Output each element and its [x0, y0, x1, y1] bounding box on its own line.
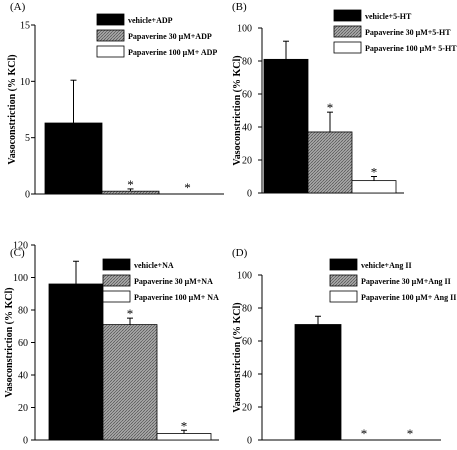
panel-label: (C)	[10, 247, 25, 259]
y-tick-label: 40	[242, 370, 252, 381]
legend-label: Papaverine 100 μM+ ADP	[128, 48, 217, 57]
legend-label: Papaverine 30 μM+Ang II	[361, 277, 451, 286]
y-tick-label: 0	[247, 189, 252, 200]
bar-hatch	[102, 324, 158, 441]
legend-label: vehicle+NA	[134, 261, 174, 270]
significance-star: *	[371, 165, 378, 180]
legend-label: Papaverine 100 μM+ NA	[134, 293, 219, 302]
significance-star: *	[127, 177, 134, 192]
y-tick-label: 5	[25, 133, 30, 144]
legend-swatch-hatch	[333, 25, 362, 38]
y-tick-label: 80	[242, 304, 252, 315]
legend-label: vehicle+5-HT	[365, 12, 412, 21]
legend-label: Papaverine 100 μM+ Ang II	[361, 293, 456, 302]
panel-label: (B)	[232, 1, 247, 13]
y-tick-label: 15	[20, 21, 30, 32]
y-tick-label: 100	[13, 273, 28, 284]
y-tick-label: 100	[237, 24, 252, 35]
significance-star: *	[181, 418, 188, 433]
y-axis-title: Vasoconstriction (% KCl)	[4, 287, 15, 397]
legend-swatch-hatch	[102, 274, 131, 287]
y-tick-label: 80	[18, 306, 28, 317]
bar-hatch	[307, 131, 353, 194]
significance-star: *	[127, 306, 134, 321]
legend-label: vehicle+Ang II	[361, 261, 412, 270]
y-tick-label: 40	[18, 371, 28, 382]
bar-white	[156, 433, 212, 441]
y-tick-label: 0	[25, 190, 30, 201]
legend-swatch-white	[96, 45, 125, 58]
legend-swatch-hatch	[329, 274, 358, 287]
legend-swatch-white	[333, 41, 362, 54]
y-tick-label: 60	[242, 90, 252, 101]
panel-label: (A)	[10, 1, 26, 13]
y-tick-label: 10	[20, 77, 30, 88]
legend-label: Papaverine 100 μM+ 5-HT	[365, 44, 457, 53]
y-tick-label: 100	[237, 271, 252, 282]
legend-label: Papaverine 30 μM+5-HT	[365, 28, 451, 37]
significance-star: *	[361, 426, 368, 441]
y-axis-title: Vasoconstriction (% KCl)	[7, 54, 18, 164]
legend-swatch-black	[96, 13, 125, 26]
legend-swatch-black	[333, 9, 362, 22]
bar-black	[294, 324, 342, 441]
significance-star: *	[407, 426, 414, 441]
significance-star: *	[327, 100, 334, 115]
y-tick-label: 60	[18, 338, 28, 349]
y-axis-title: Vasoconstriction (% KCl)	[232, 55, 243, 165]
y-axis-title: Vasoconstriction (% KCl)	[232, 302, 243, 412]
legend-swatch-black	[102, 258, 131, 271]
bar-white	[351, 180, 397, 194]
legend-swatch-black	[329, 258, 358, 271]
legend-swatch-white	[102, 290, 131, 303]
legend-label: vehicle+ADP	[128, 16, 173, 25]
legend-swatch-hatch	[96, 29, 125, 42]
panel-label: (D)	[232, 247, 248, 259]
y-tick-label: 80	[242, 57, 252, 68]
y-tick-label: 0	[247, 436, 252, 447]
y-tick-label: 40	[242, 123, 252, 134]
y-tick-label: 20	[242, 403, 252, 414]
bar-black	[48, 283, 104, 441]
legend-label: Papaverine 30 μM+NA	[134, 277, 213, 286]
y-tick-label: 60	[242, 337, 252, 348]
legend-swatch-white	[329, 290, 358, 303]
bar-black	[44, 122, 103, 195]
y-tick-label: 20	[242, 156, 252, 167]
significance-star: *	[184, 180, 191, 195]
legend-label: Papaverine 30 μM+ADP	[128, 32, 212, 41]
y-tick-label: 0	[23, 436, 28, 447]
y-tick-label: 120	[13, 241, 28, 252]
y-tick-label: 20	[18, 403, 28, 414]
bar-black	[263, 58, 309, 194]
